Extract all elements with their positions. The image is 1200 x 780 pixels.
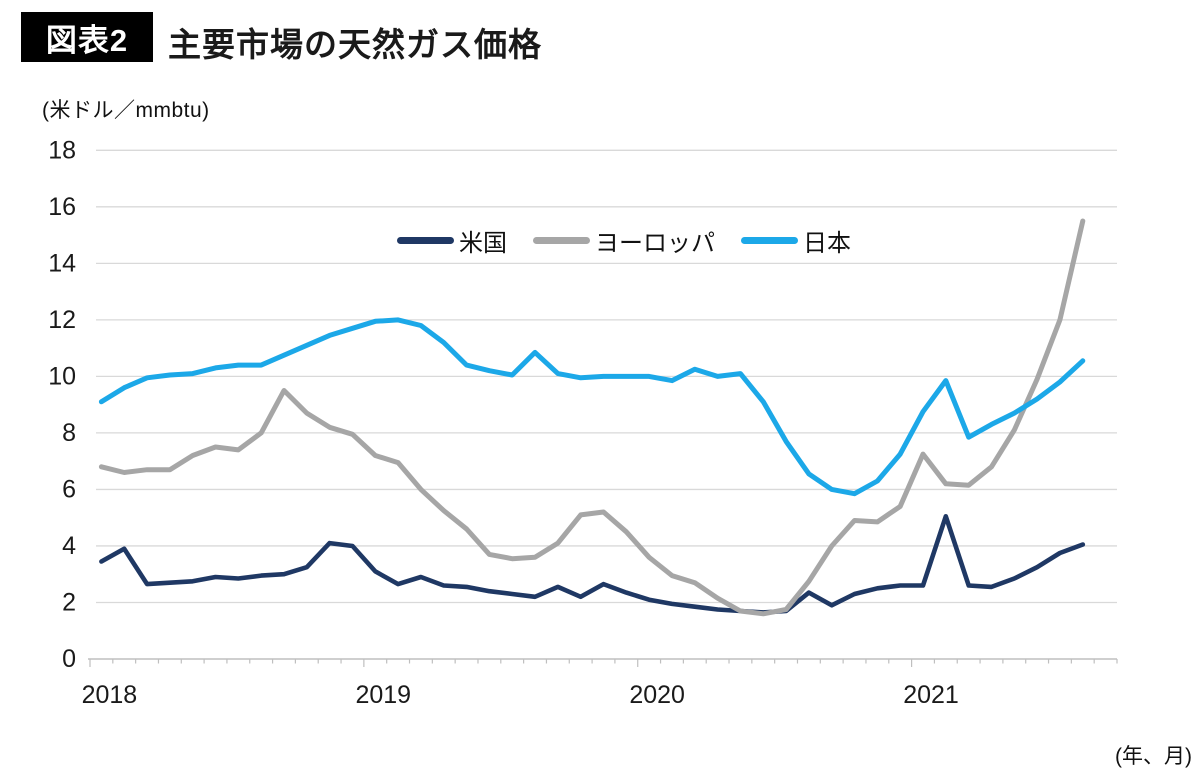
y-tick-label: 16 xyxy=(48,193,76,221)
x-year-label: 2018 xyxy=(82,681,138,709)
figure-number-badge: 図表2 xyxy=(21,12,153,62)
japan-line-swatch-icon xyxy=(741,237,798,244)
page-title: 主要市場の天然ガス価格 xyxy=(168,26,542,63)
us-line-swatch-icon xyxy=(397,237,454,244)
x-axis-year-labels: 2018 2019 2020 2021 xyxy=(82,681,959,709)
x-year-label: 2020 xyxy=(629,681,685,709)
y-tick-label: 8 xyxy=(62,419,76,447)
legend-item-europe: ヨーロッパ xyxy=(533,223,715,258)
legend-label-europe: ヨーロッパ xyxy=(595,230,715,257)
y-tick-label: 2 xyxy=(62,588,76,616)
series-line-japan xyxy=(98,317,1086,497)
series-line-us xyxy=(99,513,1086,615)
y-tick-label: 10 xyxy=(48,362,76,390)
chart-series-lines xyxy=(98,218,1086,617)
legend-item-japan: 日本 xyxy=(741,223,851,258)
x-axis-unit-note: (年、月) xyxy=(1115,745,1192,768)
y-tick-label: 18 xyxy=(48,136,76,164)
chart-legend: 米国 ヨーロッパ 日本 xyxy=(397,223,851,258)
y-tick-label: 0 xyxy=(62,645,76,673)
figure-header: 図表2 主要市場の天然ガス価格 xyxy=(0,0,1200,70)
europe-line-swatch-icon xyxy=(533,237,590,244)
y-tick-label: 14 xyxy=(48,249,76,277)
y-axis-tick-labels: 0 2 4 6 8 10 12 14 16 18 xyxy=(48,136,76,673)
x-year-label: 2021 xyxy=(903,681,959,709)
legend-item-us: 米国 xyxy=(397,223,507,258)
y-tick-label: 4 xyxy=(62,532,76,560)
y-tick-label: 12 xyxy=(48,306,76,334)
y-axis-unit-label: (米ドル／mmbtu) xyxy=(42,99,210,122)
gridlines xyxy=(96,149,1117,604)
legend-label-us: 米国 xyxy=(459,230,507,257)
x-year-label: 2019 xyxy=(355,681,411,709)
legend-label-japan: 日本 xyxy=(803,230,851,257)
y-tick-label: 6 xyxy=(62,475,76,503)
x-axis xyxy=(88,658,1118,667)
series-line-europe xyxy=(98,218,1086,617)
